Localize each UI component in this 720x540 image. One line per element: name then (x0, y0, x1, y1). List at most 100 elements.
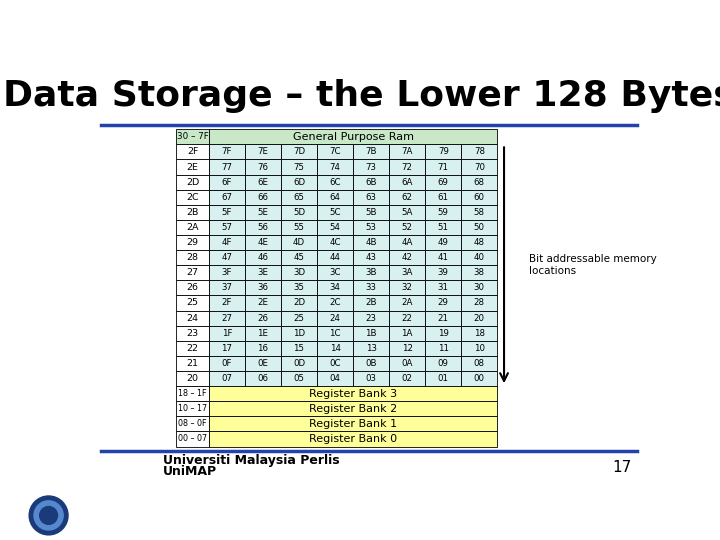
Text: 19: 19 (438, 329, 449, 338)
Bar (426, 265, 462, 280)
Text: 10: 10 (474, 344, 485, 353)
Text: 5B: 5B (365, 208, 377, 217)
Bar (426, 205, 462, 220)
Text: 5A: 5A (402, 208, 413, 217)
Text: Register Bank 0: Register Bank 0 (309, 434, 397, 444)
Text: 4B: 4B (365, 238, 377, 247)
Text: 7D: 7D (293, 147, 305, 157)
Bar (176, 144, 209, 159)
Text: 72: 72 (402, 163, 413, 172)
Text: 06: 06 (258, 374, 269, 383)
Bar (353, 205, 389, 220)
Bar (281, 190, 317, 205)
Bar (389, 371, 426, 386)
Bar (176, 341, 209, 356)
Circle shape (29, 496, 68, 535)
Bar (389, 310, 426, 326)
Text: 54: 54 (330, 223, 341, 232)
Text: Register Bank 1: Register Bank 1 (309, 419, 397, 429)
Text: 05: 05 (294, 374, 305, 383)
Text: 16: 16 (258, 344, 269, 353)
Bar (317, 295, 353, 310)
Bar (281, 295, 317, 310)
Bar (426, 295, 462, 310)
Bar (209, 341, 245, 356)
Circle shape (34, 501, 63, 530)
Bar (176, 431, 209, 447)
Text: 4F: 4F (222, 238, 232, 247)
Bar (281, 159, 317, 174)
Bar (281, 310, 317, 326)
Text: 2B: 2B (365, 299, 377, 307)
Bar (462, 144, 498, 159)
Bar (245, 295, 281, 310)
Text: 77: 77 (221, 163, 233, 172)
Bar (353, 220, 389, 235)
Text: 40: 40 (474, 253, 485, 262)
Text: 36: 36 (258, 284, 269, 292)
Text: 0C: 0C (329, 359, 341, 368)
Bar (389, 235, 426, 250)
Bar (245, 235, 281, 250)
Text: 31: 31 (438, 284, 449, 292)
Text: 14: 14 (330, 344, 341, 353)
Bar (176, 159, 209, 174)
Text: 67: 67 (221, 193, 233, 202)
Bar (462, 174, 498, 190)
Text: 09: 09 (438, 359, 449, 368)
Text: 21: 21 (186, 359, 199, 368)
Bar (317, 174, 353, 190)
Bar (209, 190, 245, 205)
Text: 0F: 0F (222, 359, 232, 368)
Bar (462, 310, 498, 326)
Bar (462, 220, 498, 235)
Bar (389, 295, 426, 310)
Text: 46: 46 (258, 253, 269, 262)
Bar (462, 159, 498, 174)
Bar (176, 220, 209, 235)
Text: 08: 08 (474, 359, 485, 368)
Text: 08 – 0F: 08 – 0F (179, 420, 207, 428)
Bar (389, 220, 426, 235)
Text: 58: 58 (474, 208, 485, 217)
Text: 4E: 4E (258, 238, 269, 247)
Text: 2C: 2C (329, 299, 341, 307)
Bar (209, 401, 498, 416)
Bar (426, 371, 462, 386)
Text: Bit addressable memory
locations: Bit addressable memory locations (529, 254, 657, 276)
Text: 24: 24 (186, 314, 199, 322)
Text: 6E: 6E (258, 178, 269, 187)
Text: 01: 01 (438, 374, 449, 383)
Bar (209, 326, 245, 341)
Bar (209, 220, 245, 235)
Text: 0D: 0D (293, 359, 305, 368)
Bar (209, 295, 245, 310)
Bar (317, 190, 353, 205)
Text: 29: 29 (438, 299, 449, 307)
Text: 30 – 7F: 30 – 7F (177, 132, 209, 141)
Bar (176, 371, 209, 386)
Bar (245, 159, 281, 174)
Circle shape (40, 507, 58, 524)
Text: 03: 03 (366, 374, 377, 383)
Bar (317, 220, 353, 235)
Text: 43: 43 (366, 253, 377, 262)
Bar (389, 190, 426, 205)
Text: 61: 61 (438, 193, 449, 202)
Bar (353, 144, 389, 159)
Text: 34: 34 (330, 284, 341, 292)
Text: 70: 70 (474, 163, 485, 172)
Bar (353, 326, 389, 341)
Text: 7C: 7C (329, 147, 341, 157)
Bar (462, 356, 498, 371)
Bar (176, 356, 209, 371)
Bar (281, 144, 317, 159)
Text: 63: 63 (366, 193, 377, 202)
Text: 22: 22 (186, 344, 199, 353)
Bar (245, 205, 281, 220)
Bar (353, 190, 389, 205)
Bar (389, 341, 426, 356)
Bar (426, 356, 462, 371)
Bar (281, 371, 317, 386)
Bar (245, 371, 281, 386)
